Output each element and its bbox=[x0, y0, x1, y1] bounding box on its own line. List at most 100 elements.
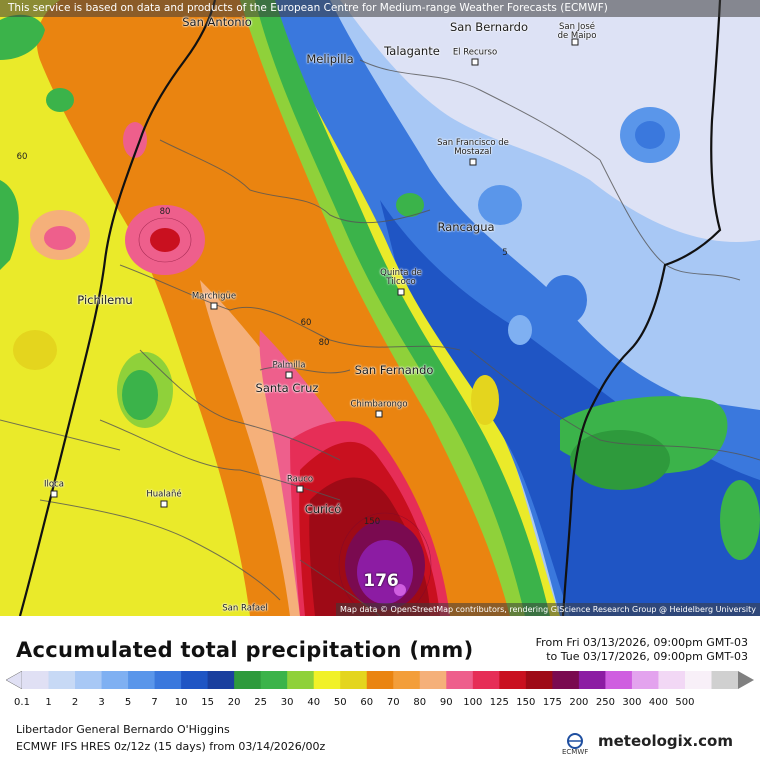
contour-label: 5 bbox=[502, 248, 508, 258]
scale-color-cell bbox=[578, 671, 606, 689]
city-san-fernando: San Fernando bbox=[354, 363, 434, 377]
scale-tick-label: 0.1 bbox=[14, 697, 30, 708]
scale-tick-label: 100 bbox=[463, 697, 483, 708]
precipitation-map[interactable]: This service is based on data and produc… bbox=[0, 0, 760, 616]
city-rancagua: Rancagua bbox=[437, 220, 495, 234]
scale-color-cell bbox=[658, 671, 686, 689]
contour-label: 60 bbox=[300, 318, 312, 328]
scale-color-cell bbox=[419, 671, 447, 689]
scale-color-cell bbox=[552, 671, 580, 689]
scale-color-cell bbox=[313, 671, 341, 689]
scale-tick-label: 20 bbox=[227, 697, 241, 708]
scale-arrow-high bbox=[738, 671, 754, 689]
city-rauco: Rauco bbox=[286, 474, 314, 485]
scale-tick-label: 50 bbox=[333, 697, 347, 708]
city-palmilla: Palmilla bbox=[272, 360, 306, 371]
scale-tick-label: 300 bbox=[622, 697, 642, 708]
city-san-jose-de-maipo: San José de Maipo bbox=[557, 22, 597, 41]
city-marchigue: Marchigüe bbox=[191, 291, 237, 302]
city-marker bbox=[285, 371, 293, 379]
city-talagante: Talagante bbox=[384, 44, 440, 58]
scale-tick-label: 250 bbox=[595, 697, 615, 708]
scale-tick-label: 70 bbox=[386, 697, 400, 708]
color-scale-bar bbox=[6, 671, 754, 689]
city-chimbarongo: Chimbarongo bbox=[350, 399, 408, 410]
scale-color-cell bbox=[499, 671, 527, 689]
scale-tick-label: 40 bbox=[307, 697, 321, 708]
city-san-antonio: San Antonio bbox=[182, 15, 252, 29]
city-marker bbox=[397, 288, 405, 296]
scale-color-cell bbox=[366, 671, 394, 689]
brand-link[interactable]: meteologix.com bbox=[598, 732, 733, 750]
city-marker bbox=[296, 485, 304, 493]
precipitation-field bbox=[0, 0, 760, 616]
contour-label: 150 bbox=[363, 517, 381, 527]
city-santa-cruz: Santa Cruz bbox=[255, 381, 319, 395]
map-attribution: Map data © OpenStreetMap contributors, r… bbox=[336, 603, 760, 616]
city-marker bbox=[571, 38, 579, 46]
scale-color-cell bbox=[181, 671, 209, 689]
scale-color-cell bbox=[340, 671, 368, 689]
scale-tick-label: 175 bbox=[542, 697, 562, 708]
scale-tick-label: 30 bbox=[280, 697, 294, 708]
city-hualane: Hualañé bbox=[146, 489, 182, 500]
period-to: to Tue 03/17/2026, 09:00pm GMT-03 bbox=[546, 650, 748, 663]
scale-color-cell bbox=[22, 671, 50, 689]
scale-color-cell bbox=[287, 671, 315, 689]
city-iloca: Iloca bbox=[44, 479, 64, 490]
scale-color-cell bbox=[472, 671, 500, 689]
city-curico: Curicó bbox=[304, 502, 342, 516]
scale-color-cell bbox=[446, 671, 474, 689]
scale-color-cell bbox=[75, 671, 103, 689]
scale-tick-label: 5 bbox=[124, 697, 132, 708]
city-san-bernardo: San Bernardo bbox=[450, 20, 528, 34]
scale-color-cell bbox=[393, 671, 421, 689]
scale-tick-label: 2 bbox=[71, 697, 79, 708]
city-marker bbox=[210, 302, 218, 310]
scale-tick-label: 60 bbox=[360, 697, 374, 708]
contour-label: 60 bbox=[16, 152, 28, 162]
scale-color-cell bbox=[128, 671, 156, 689]
scale-tick-label: 200 bbox=[569, 697, 589, 708]
scale-arrow-low bbox=[6, 671, 23, 689]
ecmwf-notice: This service is based on data and produc… bbox=[0, 0, 760, 17]
max-value-label: 176 bbox=[363, 571, 399, 591]
contour-label: 80 bbox=[318, 338, 330, 348]
scale-color-cell bbox=[154, 671, 182, 689]
scale-tick-label: 80 bbox=[413, 697, 427, 708]
scale-color-cell bbox=[260, 671, 288, 689]
ecmwf-label: ECMWF bbox=[562, 748, 589, 756]
city-marker bbox=[160, 500, 168, 508]
city-el-recurso: El Recurso bbox=[452, 47, 498, 58]
scale-color-cell bbox=[525, 671, 553, 689]
scale-color-cell bbox=[684, 671, 712, 689]
city-san-rafael: San Rafael bbox=[222, 603, 268, 614]
period-from: From Fri 03/13/2026, 09:00pm GMT-03 bbox=[535, 636, 748, 649]
scale-color-cell bbox=[101, 671, 129, 689]
city-pichilemu: Pichilemu bbox=[77, 293, 133, 307]
ecmwf-logo-icon bbox=[567, 733, 583, 749]
scale-tick-label: 15 bbox=[201, 697, 214, 708]
scale-tick-label: 150 bbox=[516, 697, 536, 708]
scale-tick-label: 10 bbox=[174, 697, 188, 708]
scale-tick-label: 25 bbox=[254, 697, 268, 708]
city-marker bbox=[469, 158, 477, 166]
scale-tick-label: 125 bbox=[489, 697, 509, 708]
scale-tick-label: 90 bbox=[439, 697, 453, 708]
city-marker bbox=[50, 490, 58, 498]
scale-color-cell bbox=[631, 671, 659, 689]
scale-color-cell bbox=[48, 671, 76, 689]
scale-color-cell bbox=[207, 671, 235, 689]
city-quinta-de-tilcoco: Quinta de Tilcoco bbox=[380, 268, 422, 287]
scale-tick-label: 500 bbox=[675, 697, 695, 708]
scale-color-cell bbox=[711, 671, 739, 689]
scale-color-cell bbox=[234, 671, 262, 689]
scale-tick-label: 400 bbox=[648, 697, 668, 708]
legend-title: Accumulated total precipitation (mm) bbox=[16, 638, 474, 662]
region-name: Libertador General Bernardo O'Higgins bbox=[16, 723, 230, 736]
scale-tick-label: 1 bbox=[45, 697, 52, 708]
contour-label: 80 bbox=[159, 207, 171, 217]
city-san-francisco-de-mostazal: San Francisco de Mostazal bbox=[437, 138, 509, 157]
city-marker bbox=[471, 58, 479, 66]
scale-tick-label: 3 bbox=[98, 697, 105, 708]
